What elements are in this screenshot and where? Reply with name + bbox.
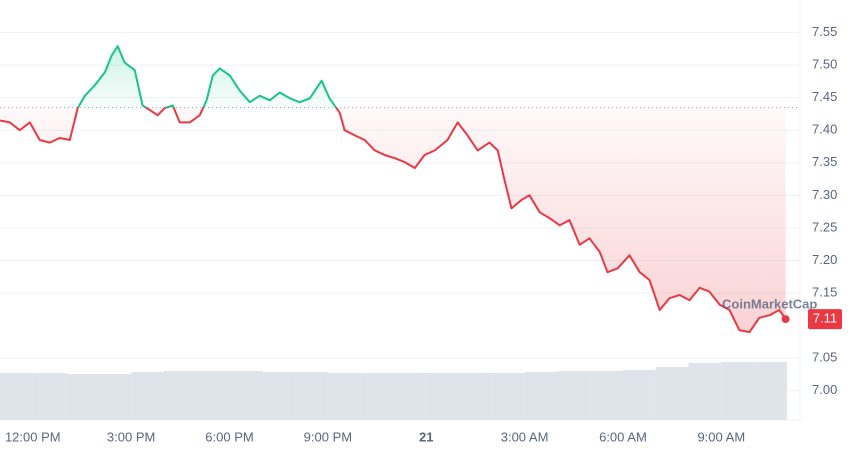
x-tick-label: 6:00 AM (599, 429, 647, 444)
volume-bar (426, 373, 460, 420)
volume-bar (622, 370, 656, 420)
x-tick-label: 3:00 AM (501, 429, 549, 444)
volume-bar (721, 362, 755, 420)
volume-bar (754, 362, 787, 420)
x-tick-label: 3:00 PM (107, 429, 155, 444)
y-tick-label: 7.25 (812, 219, 837, 234)
volume-bar (131, 372, 164, 420)
x-tick-label: 6:00 PM (205, 429, 253, 444)
x-tick-label: 12:00 PM (5, 429, 61, 444)
x-tick-label: 9:00 PM (304, 429, 352, 444)
x-tick-label: 9:00 AM (697, 429, 745, 444)
y-tick-label: 7.05 (812, 350, 837, 365)
volume-bar (0, 373, 33, 420)
volume-bar (32, 373, 66, 420)
volume-bar (524, 372, 558, 420)
y-tick-label: 7.40 (812, 122, 837, 137)
watermark: CoinMarketCap (722, 296, 817, 311)
volume-bar (65, 374, 99, 420)
price-tag (808, 309, 842, 330)
area-fill (0, 46, 786, 333)
volume-bar (590, 371, 623, 420)
volume-bar (229, 371, 263, 420)
y-tick-label: 7.20 (812, 252, 837, 267)
volume-bar (295, 372, 328, 420)
y-tick-label: 7.50 (812, 57, 837, 72)
volume-bar (491, 373, 525, 420)
volume-bar (98, 374, 132, 420)
last-point (781, 315, 790, 324)
volume-bar (163, 371, 197, 420)
volume-bar (262, 372, 296, 420)
price-tag-label: 7.11 (813, 311, 837, 326)
volume-bar (459, 373, 492, 420)
y-tick-label: 7.00 (812, 382, 837, 397)
y-tick-label: 7.55 (812, 24, 837, 39)
y-tick-label: 7.35 (812, 154, 837, 169)
volume-bar (196, 371, 230, 420)
y-tick-label: 7.30 (812, 187, 837, 202)
y-tick-label: 7.15 (812, 284, 837, 299)
y-tick-label: 7.45 (812, 89, 837, 104)
volume-bar (655, 367, 689, 420)
volume-bar (327, 373, 361, 420)
x-tick-label: 21 (419, 429, 433, 444)
volume-bar (688, 363, 722, 420)
volume-bar (557, 371, 591, 420)
volume-bar (393, 373, 427, 420)
price-line (0, 45, 787, 334)
volume-bar (360, 373, 394, 420)
